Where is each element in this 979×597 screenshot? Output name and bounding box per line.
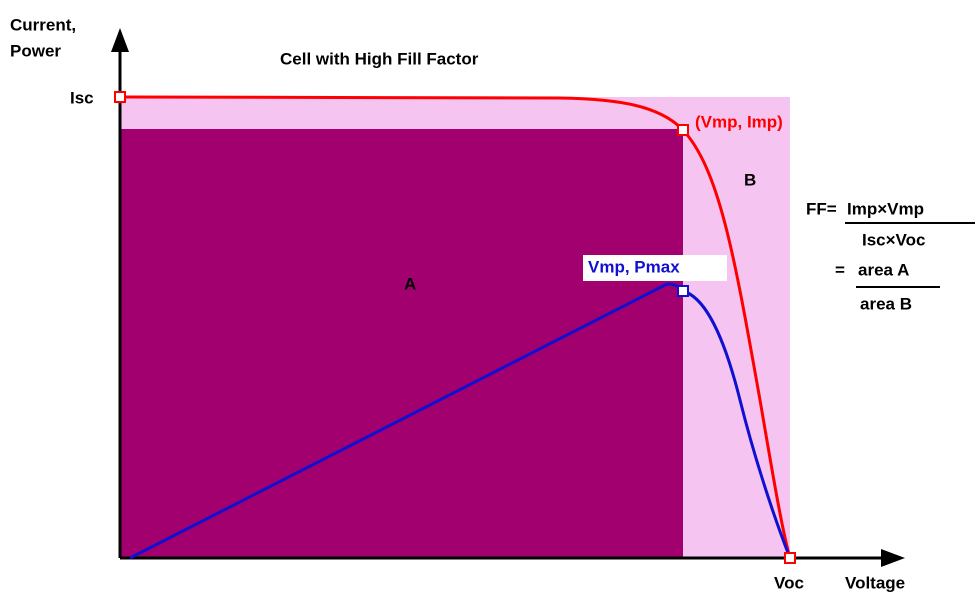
y-axis-label: Power xyxy=(10,41,61,60)
x-axis-label: Voltage xyxy=(845,573,905,592)
power-curve xyxy=(129,282,792,560)
voc-label: Voc xyxy=(774,573,804,592)
region-a-area xyxy=(120,129,683,558)
y-axis-arrow xyxy=(111,28,129,52)
x-axis-arrow xyxy=(881,549,905,567)
mpp-current-label: (Vmp, Imp) xyxy=(695,112,783,131)
formula-area-b: area B xyxy=(860,294,912,313)
isc-point xyxy=(114,91,126,103)
formula-area-a: area A xyxy=(858,260,909,279)
region-b-label: B xyxy=(744,170,756,189)
voc-point xyxy=(784,552,796,564)
mpp-current-point xyxy=(677,124,689,136)
y-axis-label: Current, xyxy=(10,15,76,34)
region-a-label: A xyxy=(404,274,416,293)
formula-prefix: FF= xyxy=(806,199,837,218)
formula-denominator: Isc×Voc xyxy=(862,230,925,249)
title: Cell with High Fill Factor xyxy=(280,49,479,68)
label-background xyxy=(583,255,727,281)
isc-label: Isc xyxy=(70,88,94,107)
formula-equals: = xyxy=(835,260,845,279)
mpp-power-label: Vmp, Pmax xyxy=(588,257,680,276)
iv-curve xyxy=(119,95,792,559)
mpp-power-point xyxy=(677,285,689,297)
formula-numerator: Imp×Vmp xyxy=(847,199,924,218)
